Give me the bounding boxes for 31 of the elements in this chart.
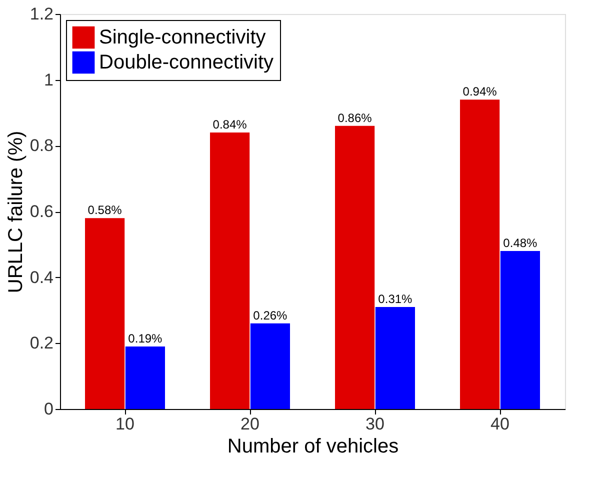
data-label: 0.19% — [128, 331, 163, 346]
bar — [460, 100, 500, 409]
y-tick-label: 0.4 — [30, 268, 54, 287]
y-tick-label: 0.8 — [30, 136, 54, 156]
x-tick-label: 30 — [366, 414, 384, 434]
bar — [375, 306, 415, 409]
y-tick-label: 0.2 — [30, 334, 54, 353]
y-tick-label: 0.6 — [30, 202, 54, 221]
data-label: 0.31% — [378, 292, 413, 306]
bar — [335, 126, 375, 409]
y-axis-title: URLLC failure (%) — [4, 130, 27, 294]
legend-label: Double-connectivity — [99, 52, 274, 74]
data-label: 0.26% — [253, 308, 288, 322]
y-tick-label: 0 — [44, 400, 54, 418]
bar — [125, 346, 165, 409]
y-tick-label: 1 — [44, 70, 54, 90]
x-tick-label: 40 — [490, 414, 510, 434]
data-label: 0.84% — [212, 118, 248, 132]
legend-label: Single-connectivity — [99, 26, 266, 48]
data-label: 0.48% — [503, 236, 538, 250]
data-label: 0.86% — [338, 110, 372, 125]
bar — [210, 132, 250, 409]
y-tick-label: 1.2 — [30, 4, 54, 24]
bar — [250, 323, 290, 409]
x-axis-title: Number of vehicles — [227, 436, 399, 458]
bar — [500, 251, 540, 409]
data-label: 0.94% — [462, 84, 498, 99]
data-label: 0.58% — [88, 203, 122, 218]
bar — [85, 218, 125, 409]
x-tick-label: 20 — [240, 414, 260, 434]
x-tick-label: 10 — [116, 414, 134, 434]
